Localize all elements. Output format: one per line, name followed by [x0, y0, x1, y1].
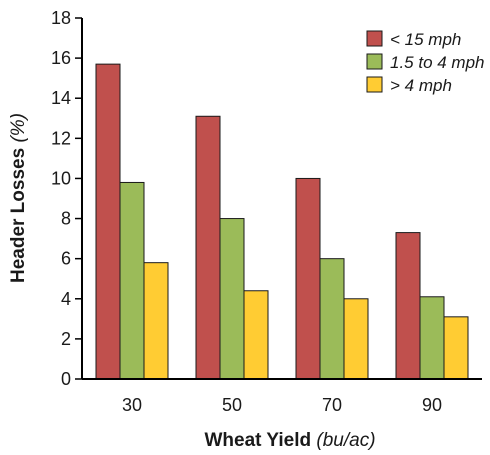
bar-70-series-2 — [319, 258, 345, 380]
legend-label-1: < 15 mph — [390, 30, 461, 49]
bar-30-series-3 — [143, 262, 169, 380]
bars-group — [95, 63, 469, 380]
legend-label-3: > 4 mph — [390, 76, 452, 95]
bar-90-series-2 — [419, 296, 445, 380]
legend-swatch-2 — [366, 53, 383, 70]
y-tick-label-14: 14 — [51, 88, 71, 108]
x-tick-label-30: 30 — [122, 395, 142, 415]
y-tick-label-10: 10 — [51, 168, 71, 188]
legend-swatch-3 — [366, 76, 383, 93]
y-tick-label-2: 2 — [61, 329, 71, 349]
bar-30-series-2 — [119, 181, 145, 380]
y-tick-label-18: 18 — [51, 8, 71, 28]
axes-group — [81, 18, 482, 380]
legend-swatch-1 — [366, 30, 383, 47]
y-tick-label-4: 4 — [61, 289, 71, 309]
bar-50-series-1 — [195, 115, 221, 380]
x-tick-label-50: 50 — [222, 395, 242, 415]
bar-70-series-1 — [295, 177, 321, 380]
y-axis-title-unit: (%) — [8, 113, 29, 143]
bar-30-series-1 — [95, 63, 121, 380]
x-tick-label-70: 70 — [322, 395, 342, 415]
x-axis-title-main: Wheat Yield — [204, 430, 311, 451]
legend-label-2: 1.5 to 4 mph — [390, 53, 485, 72]
bar-50-series-2 — [219, 218, 245, 380]
x-tick-label-90: 90 — [422, 395, 442, 415]
legend: < 15 mph 1.5 to 4 mph > 4 mph — [366, 30, 485, 95]
bar-90-series-3 — [443, 316, 469, 380]
y-tick-label-12: 12 — [51, 128, 71, 148]
x-axis-title: Wheat Yield (bu/ac) — [204, 430, 375, 451]
x-axis-title-unit: (bu/ac) — [316, 430, 375, 451]
y-tick-label-0: 0 — [61, 369, 71, 389]
ticks-group: 0 2 4 6 8 10 12 14 16 18 30 50 70 90 — [51, 8, 442, 415]
y-tick-label-8: 8 — [61, 209, 71, 229]
bar-50-series-3 — [243, 290, 269, 380]
bar-70-series-3 — [343, 298, 369, 380]
y-axis-title: Header Losses (%) — [8, 113, 29, 283]
y-tick-label-6: 6 — [61, 249, 71, 269]
y-axis-title-main: Header Losses — [8, 148, 29, 283]
y-tick-label-16: 16 — [51, 48, 71, 68]
bar-90-series-1 — [395, 232, 421, 380]
